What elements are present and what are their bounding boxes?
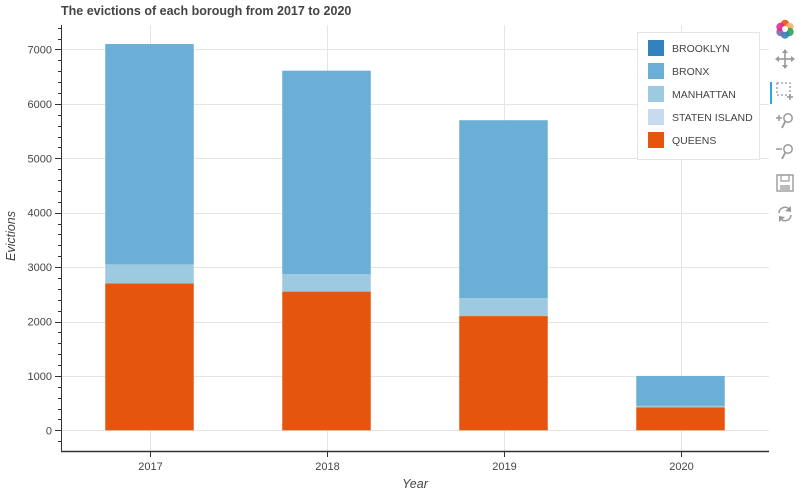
bokeh-logo-icon[interactable]	[770, 18, 800, 44]
bar-queens-2020	[636, 407, 725, 431]
bar-manhattan-2020	[636, 405, 725, 408]
legend-swatch	[648, 86, 664, 102]
bar-queens-2017	[105, 283, 194, 431]
legend-swatch	[648, 63, 664, 79]
active-tool-marker	[770, 82, 772, 104]
legend: BROOKLYN BRONX MANHATTAN STATEN ISLAND QUEEN…	[637, 32, 760, 160]
legend-swatch	[648, 40, 664, 56]
bar-manhattan-2017	[105, 264, 194, 284]
legend-swatch	[648, 132, 664, 148]
x-axis-label: Year	[402, 477, 429, 491]
legend-label: QUEENS	[672, 135, 716, 147]
zoom-in-tool-icon[interactable]	[770, 111, 800, 137]
bar-bronx-2019	[459, 120, 548, 299]
zoom-out-tool-icon[interactable]	[770, 142, 800, 168]
pan-tool-icon[interactable]	[770, 49, 800, 75]
bar-manhattan-2018	[282, 274, 371, 292]
y-tick-label: 7000	[28, 44, 52, 56]
reset-tool-icon[interactable]	[770, 204, 800, 230]
bar-bronx-2018	[282, 70, 371, 275]
save-tool-icon[interactable]	[770, 173, 800, 199]
legend-label: BROOKLYN	[672, 43, 730, 55]
bar-queens-2018	[282, 291, 371, 431]
y-axis-label: Evictions	[4, 211, 18, 261]
x-tick-label: 2020	[669, 461, 693, 473]
y-tick-label: 5000	[28, 153, 52, 165]
y-tick-label: 2000	[28, 317, 52, 329]
bar-bronx-2020	[636, 375, 725, 406]
box-zoom-tool-icon[interactable]	[770, 80, 800, 106]
legend-label: BRONX	[672, 66, 709, 78]
legend-label: MANHATTAN	[672, 89, 736, 101]
x-tick-label: 2018	[315, 461, 339, 473]
bar-manhattan-2019	[459, 298, 548, 317]
axes: 0 1000 2000 3000 4000 5000 6000 7000 2017 2018 201…	[28, 25, 769, 473]
bar-queens-2019	[459, 316, 548, 431]
chart-title: The evictions of each borough from 2017 …	[61, 4, 351, 18]
bar-bronx-2017	[105, 44, 194, 265]
legend-swatch	[648, 109, 664, 125]
y-tick-label: 6000	[28, 99, 52, 111]
y-tick-label: 4000	[28, 208, 52, 220]
y-tick-label: 0	[46, 425, 52, 437]
legend-label: STATEN ISLAND	[672, 112, 753, 124]
y-tick-label: 1000	[28, 371, 52, 383]
y-tick-label: 3000	[28, 262, 52, 274]
x-tick-label: 2017	[138, 461, 162, 473]
bars	[105, 44, 725, 431]
x-tick-label: 2019	[492, 461, 516, 473]
